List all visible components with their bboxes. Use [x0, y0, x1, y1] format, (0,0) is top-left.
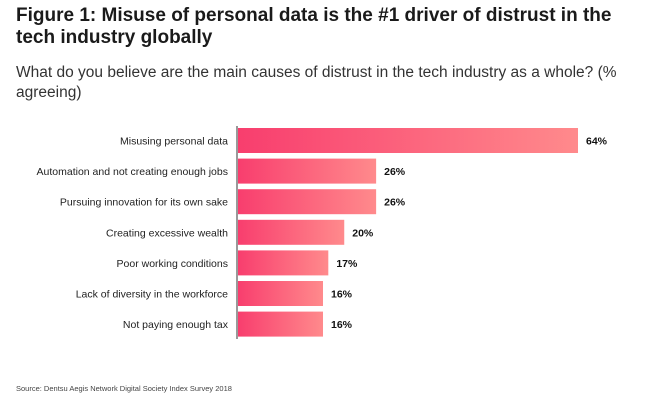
value-label-misusing-personal-data: 64%	[586, 136, 608, 148]
category-label-creating-excessive-wealth: Creating excessive wealth	[106, 227, 228, 239]
category-label-misusing-personal-data: Misusing personal data	[120, 136, 228, 148]
category-label-poor-working-conditions: Poor working conditions	[117, 258, 228, 270]
source-note: Source: Dentsu Aegis Network Digital Soc…	[16, 384, 232, 393]
bar-pursuing-innovation-for-its-own-sake	[238, 189, 377, 215]
value-label-automation-and-not-creating-enough-jobs: 26%	[384, 166, 406, 178]
value-label-pursuing-innovation-for-its-own-sake: 26%	[384, 197, 406, 209]
value-label-lack-of-diversity-in-the-workforce: 16%	[331, 289, 353, 301]
bar-not-paying-enough-tax	[238, 311, 323, 337]
bar-lack-of-diversity-in-the-workforce	[238, 281, 323, 306]
chart-title: Figure 1: Misuse of personal data is the…	[16, 5, 612, 48]
value-label-poor-working-conditions: 17%	[336, 258, 358, 270]
value-label-not-paying-enough-tax: 16%	[331, 319, 353, 331]
value-label-creating-excessive-wealth: 20%	[352, 227, 374, 239]
category-label-automation-and-not-creating-enough-jobs: Automation and not creating enough jobs	[37, 166, 228, 178]
category-label-lack-of-diversity-in-the-workforce: Lack of diversity in the workforce	[76, 289, 228, 301]
category-label-pursuing-innovation-for-its-own-sake: Pursuing innovation for its own sake	[60, 197, 228, 209]
chart-subtitle: What do you believe are the main causes …	[16, 64, 617, 101]
bar-misusing-personal-data	[238, 128, 578, 153]
bar-poor-working-conditions	[238, 250, 329, 276]
bar-automation-and-not-creating-enough-jobs	[238, 158, 377, 184]
bars-group: Misusing personal data 64% Automation and …	[37, 128, 608, 337]
bar-creating-excessive-wealth	[238, 219, 345, 245]
category-label-not-paying-enough-tax: Not paying enough tax	[123, 319, 229, 331]
